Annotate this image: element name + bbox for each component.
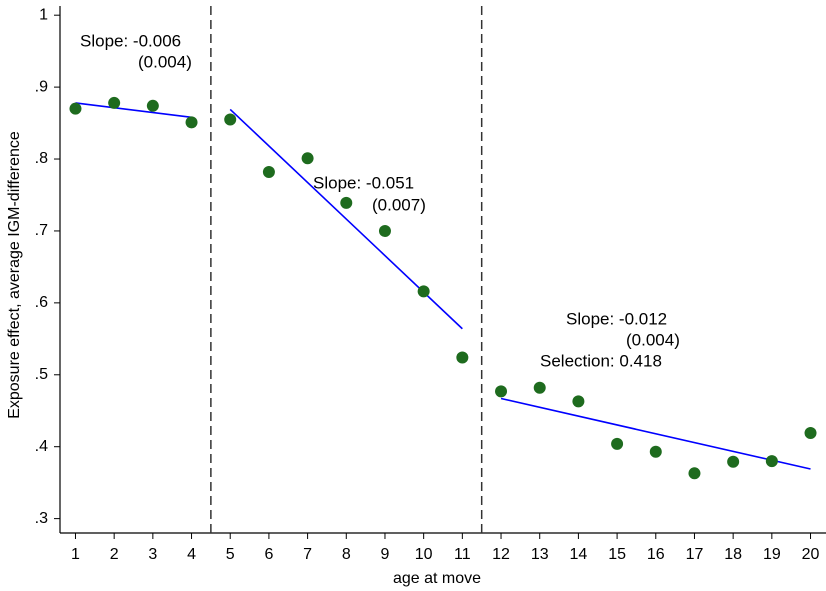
data-point <box>146 99 159 112</box>
data-point <box>69 102 82 115</box>
x-tick-label: 13 <box>531 546 549 563</box>
x-tick-label: 8 <box>342 546 351 563</box>
annotation: (0.004) <box>138 52 192 71</box>
y-tick-label: .4 <box>35 438 48 455</box>
x-tick-label: 2 <box>110 546 119 563</box>
data-point <box>611 437 624 450</box>
x-tick-label: 4 <box>187 546 196 563</box>
x-tick-label: 14 <box>570 546 588 563</box>
x-tick-label: 3 <box>148 546 157 563</box>
x-tick-label: 6 <box>264 546 273 563</box>
x-tick-label: 9 <box>381 546 390 563</box>
y-tick-label: .8 <box>35 150 48 167</box>
x-tick-label: 10 <box>415 546 433 563</box>
annotation: Selection: 0.418 <box>540 351 662 370</box>
data-point <box>765 455 778 468</box>
x-tick-label: 19 <box>763 546 781 563</box>
data-point <box>262 165 275 178</box>
data-point <box>224 113 237 126</box>
data-point <box>533 381 546 394</box>
x-axis-label: age at move <box>393 570 481 587</box>
y-tick-label: .6 <box>35 294 48 311</box>
y-tick-label: .3 <box>35 510 48 527</box>
annotation: (0.007) <box>372 195 426 214</box>
y-tick-label: 1 <box>39 6 48 23</box>
x-tick-label: 12 <box>492 546 510 563</box>
y-axis-label: Exposure effect, average IGM-difference <box>6 131 23 419</box>
fit-line <box>75 102 192 119</box>
data-point <box>572 395 585 408</box>
data-point <box>495 385 508 398</box>
x-tick-label: 16 <box>647 546 665 563</box>
data-point <box>185 116 198 129</box>
y-tick-label: .9 <box>35 78 48 95</box>
x-tick-label: 17 <box>686 546 704 563</box>
data-point <box>727 455 740 468</box>
fit-line <box>500 397 811 470</box>
x-tick-label: 5 <box>226 546 235 563</box>
y-tick-label: .7 <box>35 222 48 239</box>
x-tick-label: 1 <box>71 546 80 563</box>
data-point <box>688 467 701 480</box>
x-tick-label: 15 <box>608 546 626 563</box>
x-tick-label: 18 <box>724 546 742 563</box>
data-point <box>649 445 662 458</box>
y-tick-label: .5 <box>35 366 48 383</box>
data-point <box>417 285 430 298</box>
data-point <box>804 427 817 440</box>
annotation: Slope: -0.012 <box>566 309 667 328</box>
data-point <box>108 96 121 109</box>
data-point <box>301 152 314 165</box>
data-point <box>340 196 353 209</box>
data-point <box>456 351 469 364</box>
x-tick-label: 11 <box>454 546 471 563</box>
x-tick-label: 7 <box>303 546 312 563</box>
annotation: Slope: -0.051 <box>313 173 414 192</box>
data-point <box>378 224 391 237</box>
annotation: (0.004) <box>626 330 680 349</box>
annotation: Slope: -0.006 <box>80 31 181 50</box>
x-tick-label: 20 <box>802 546 820 563</box>
